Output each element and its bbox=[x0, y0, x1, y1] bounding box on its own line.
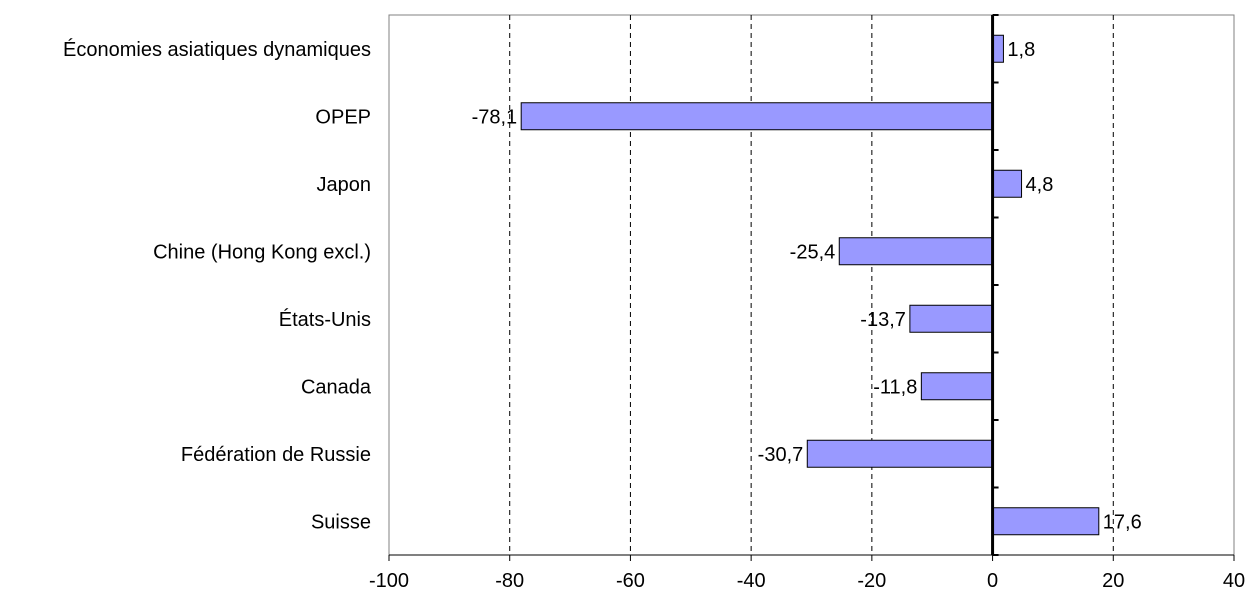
data-label: -25,4 bbox=[790, 241, 836, 263]
data-labels: 1,8 -78,1 4,8 -25,4 -13,7 -11,8 -30,7 17,6 bbox=[472, 39, 1142, 534]
x-tick-label: 40 bbox=[1223, 570, 1245, 592]
category-label: Économies asiatiques dynamiques bbox=[63, 38, 371, 61]
category-label: États-Unis bbox=[279, 308, 371, 331]
data-label: -11,8 bbox=[873, 376, 917, 398]
data-label: 17,6 bbox=[1103, 511, 1142, 533]
bar bbox=[520, 102, 994, 131]
x-tick-label: 20 bbox=[1102, 570, 1124, 592]
category-label: OPEP bbox=[315, 106, 371, 128]
x-tick-label: -60 bbox=[616, 570, 645, 592]
data-label: -30,7 bbox=[758, 444, 804, 466]
bar bbox=[806, 439, 994, 468]
bar bbox=[992, 507, 1100, 536]
data-label: 4,8 bbox=[1026, 174, 1054, 196]
x-tick-label: -80 bbox=[495, 570, 524, 592]
category-label: Canada bbox=[301, 376, 372, 398]
plot-area-border bbox=[388, 14, 1235, 556]
data-label: 1,8 bbox=[1007, 39, 1035, 61]
bar bbox=[992, 169, 1023, 198]
x-tick-labels: -100 -80 -60 -40 -20 0 20 40 bbox=[369, 570, 1245, 592]
category-label: Chine (Hong Kong excl.) bbox=[153, 241, 371, 263]
data-label: -13,7 bbox=[860, 309, 906, 331]
bar bbox=[838, 237, 994, 266]
bars bbox=[520, 34, 1100, 536]
x-tick-label: 0 bbox=[987, 570, 998, 592]
axes bbox=[388, 14, 1235, 561]
data-label: -78,1 bbox=[472, 106, 518, 128]
category-label: Suisse bbox=[311, 511, 371, 533]
bar bbox=[920, 372, 994, 401]
category-label: Japon bbox=[317, 174, 372, 196]
bar bbox=[909, 304, 994, 333]
category-label: Fédération de Russie bbox=[181, 444, 371, 466]
x-tick-label: -100 bbox=[369, 570, 409, 592]
category-labels: Économies asiatiques dynamiques OPEP Japon… bbox=[63, 38, 372, 534]
bar bbox=[992, 34, 1004, 63]
x-tick-label: -40 bbox=[737, 570, 766, 592]
x-tick-label: -20 bbox=[857, 570, 886, 592]
